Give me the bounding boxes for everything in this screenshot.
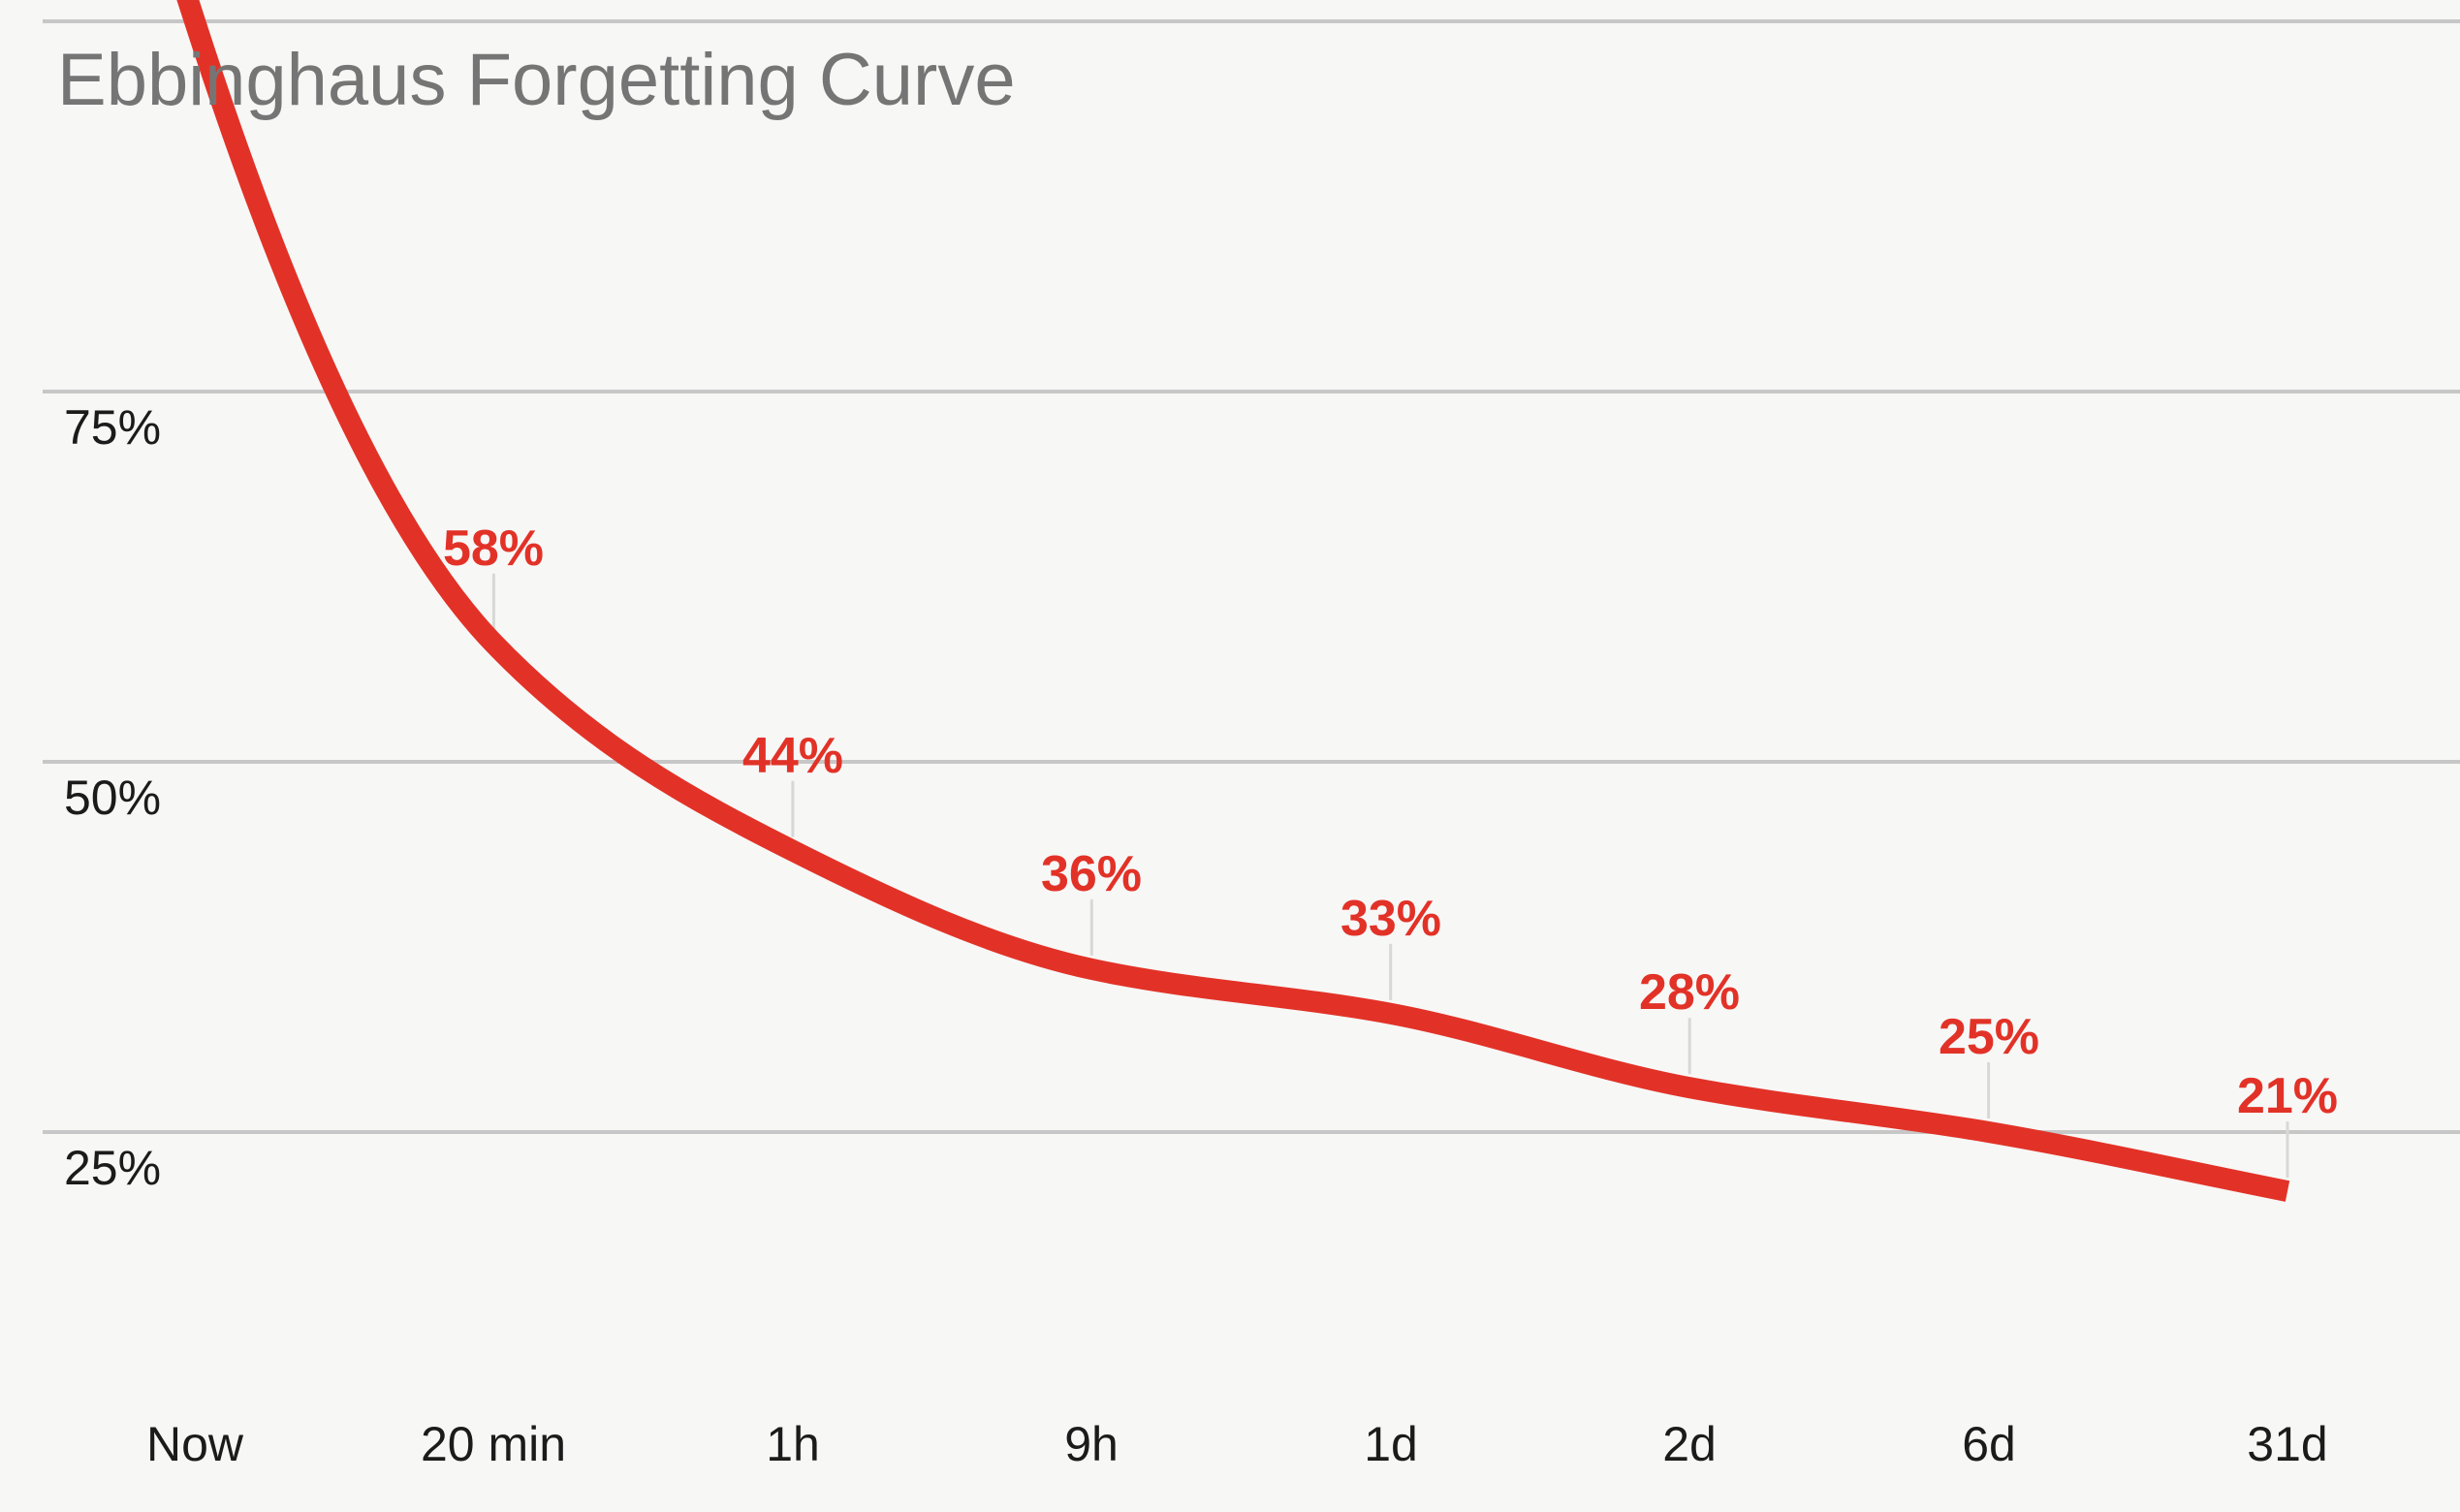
forgetting-curve-line bbox=[176, 0, 2290, 1202]
y-tick-50-: 50% bbox=[64, 771, 162, 825]
data-label-1h: 44% bbox=[741, 728, 844, 784]
y-tick-75-: 75% bbox=[64, 400, 162, 455]
x-tick-9h: 9h bbox=[1064, 1417, 1119, 1471]
x-tick-1h: 1h bbox=[766, 1417, 820, 1471]
x-tick-31d: 31d bbox=[2247, 1417, 2328, 1471]
x-tick-6d: 6d bbox=[1962, 1417, 2016, 1471]
data-label-1d: 33% bbox=[1340, 891, 1442, 947]
data-label-2d: 28% bbox=[1638, 964, 1741, 1021]
data-label-20-min: 58% bbox=[442, 520, 545, 577]
data-label-9h: 36% bbox=[1040, 846, 1143, 902]
x-tick-2d: 2d bbox=[1662, 1417, 1717, 1471]
data-label-6d: 25% bbox=[1938, 1009, 2040, 1065]
chart-title: Ebbinghaus Forgetting Curve bbox=[57, 39, 1016, 121]
y-tick-25-: 25% bbox=[64, 1141, 162, 1195]
x-tick-now: Now bbox=[145, 1417, 244, 1471]
x-tick-20-min: 20 min bbox=[420, 1417, 567, 1471]
data-label-31d: 21% bbox=[2236, 1068, 2339, 1124]
x-tick-1d: 1d bbox=[1364, 1417, 1418, 1471]
